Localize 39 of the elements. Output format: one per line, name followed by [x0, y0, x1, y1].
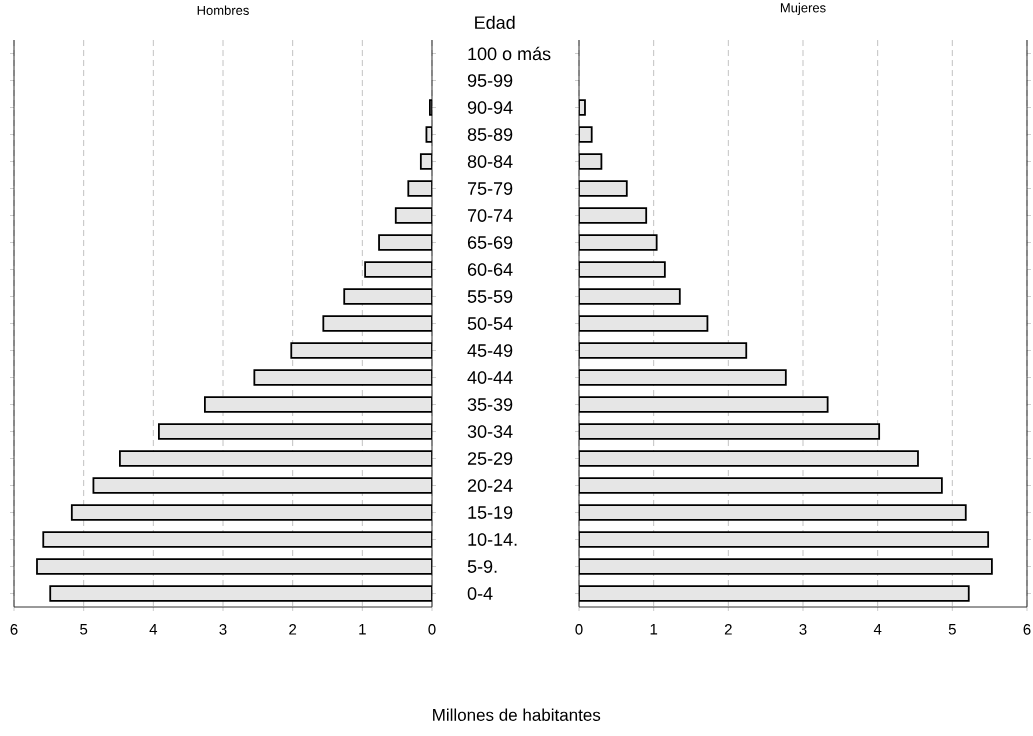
x-tick-label: 2 — [724, 624, 732, 635]
y-tick-label: 85-89 — [467, 128, 513, 141]
x-tick-label: 5 — [80, 624, 88, 635]
x-tick-label: 6 — [1023, 624, 1031, 635]
y-tick-label: 100 o más — [468, 46, 551, 61]
x-tick-label: 0 — [575, 624, 583, 635]
y-tick-label: 70-74 — [467, 209, 513, 222]
x-tick-label: 4 — [149, 624, 158, 635]
x-tick-label: 1 — [650, 624, 658, 635]
y-axis-title: Edad — [475, 15, 515, 29]
y-tick-label: 15-19 — [468, 506, 513, 519]
x-tick-label: 6 — [10, 624, 18, 635]
y-tick-label: 20-24 — [467, 479, 513, 492]
y-tick-label: 95-99 — [467, 74, 513, 87]
y-tick-label: 10-14. — [468, 533, 517, 546]
x-axis-title: Millones de habitantes — [433, 708, 601, 721]
chart-title: Mujeres — [780, 2, 826, 15]
x-tick-label: 0 — [428, 624, 436, 635]
x-tick-label: 4 — [873, 624, 882, 635]
y-tick-label: 5-9. — [467, 560, 497, 573]
y-tick-label: 90-94 — [467, 101, 513, 114]
y-tick-label: 30-34 — [467, 425, 513, 438]
y-tick-label: 0-4 — [467, 587, 493, 600]
x-tick-label: 2 — [289, 624, 297, 635]
chart-title: Hombres — [197, 5, 249, 15]
y-tick-label: 50-54 — [467, 317, 513, 330]
y-tick-label: 75-79 — [467, 182, 513, 195]
x-tick-label: 5 — [948, 624, 956, 635]
y-tick-label: 35-39 — [467, 398, 513, 411]
x-tick-label: 3 — [799, 624, 807, 635]
x-tick-label: 3 — [219, 624, 227, 635]
y-tick-label: 25-29 — [467, 452, 513, 465]
y-tick-label: 60-64 — [467, 263, 513, 276]
y-tick-label: 80-84 — [467, 155, 513, 168]
x-tick-label: 1 — [359, 624, 366, 635]
y-tick-label: 55-59 — [467, 290, 513, 303]
y-tick-label: 45-49 — [467, 344, 513, 357]
y-tick-label: 65-69 — [467, 236, 513, 249]
y-tick-label: 40-44 — [467, 371, 513, 384]
